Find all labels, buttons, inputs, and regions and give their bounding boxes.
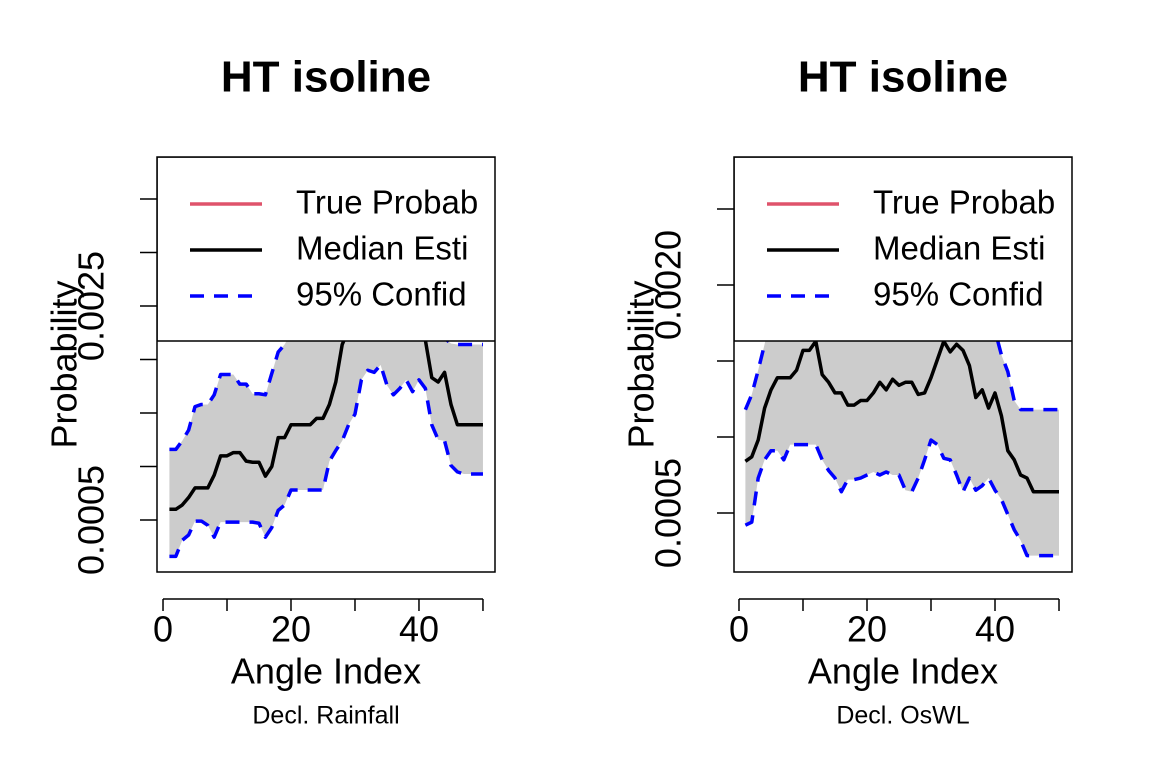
plot-box <box>733 156 1073 573</box>
legend-label: True Probab <box>873 184 1055 221</box>
subtitle: Decl. OsWL <box>836 702 969 730</box>
chart-title: HT isoline <box>221 53 431 102</box>
legend-label: 95% Confid <box>296 276 467 313</box>
ci-lower-line <box>744 438 1060 558</box>
plot-area: True Probab Median Esti 95% Confid <box>734 157 1072 558</box>
x-tick-label: 20 <box>847 609 887 650</box>
median-line <box>169 309 483 512</box>
panel: HT isoline Angle Index Decl. OsWL Probabili… <box>621 53 1073 730</box>
chart-title: HT isoline <box>798 53 1008 102</box>
x-tick-label: 40 <box>399 609 439 650</box>
subtitle: Decl. Rainfall <box>252 702 399 730</box>
panel: HT isoline Angle Index Decl. Rainfall Proba… <box>44 53 496 730</box>
plot-area: True Probab Median Esti 95% Confid <box>157 157 495 559</box>
y-tick-label: 0.0005 <box>71 465 112 575</box>
y-tick-label: 0.0020 <box>648 230 689 340</box>
y-tick-label: 0.0025 <box>71 251 112 361</box>
legend: True Probab Median Esti 95% Confid <box>157 157 495 342</box>
x-tick-label: 0 <box>153 609 173 650</box>
x-axis-label: Angle Index <box>808 651 998 692</box>
plot-box <box>156 156 496 573</box>
legend-box <box>734 157 1072 342</box>
x-axis-label: Angle Index <box>231 651 421 692</box>
median-line <box>744 339 1060 494</box>
y-axis-label: Probability <box>44 280 85 448</box>
legend-label: True Probab <box>296 184 478 221</box>
legend: True Probab Median Esti 95% Confid <box>734 157 1072 342</box>
x-tick-label: 20 <box>271 609 311 650</box>
x-tick-label: 40 <box>975 609 1015 650</box>
x-tick-label: 0 <box>729 609 749 650</box>
legend-label: Median Esti <box>873 230 1045 267</box>
y-tick-label: 0.0005 <box>648 458 689 568</box>
legend-label: 95% Confid <box>873 276 1044 313</box>
legend-label: Median Esti <box>296 230 468 267</box>
y-axis-label: Probability <box>621 280 662 448</box>
ci-lower-line <box>169 363 483 559</box>
